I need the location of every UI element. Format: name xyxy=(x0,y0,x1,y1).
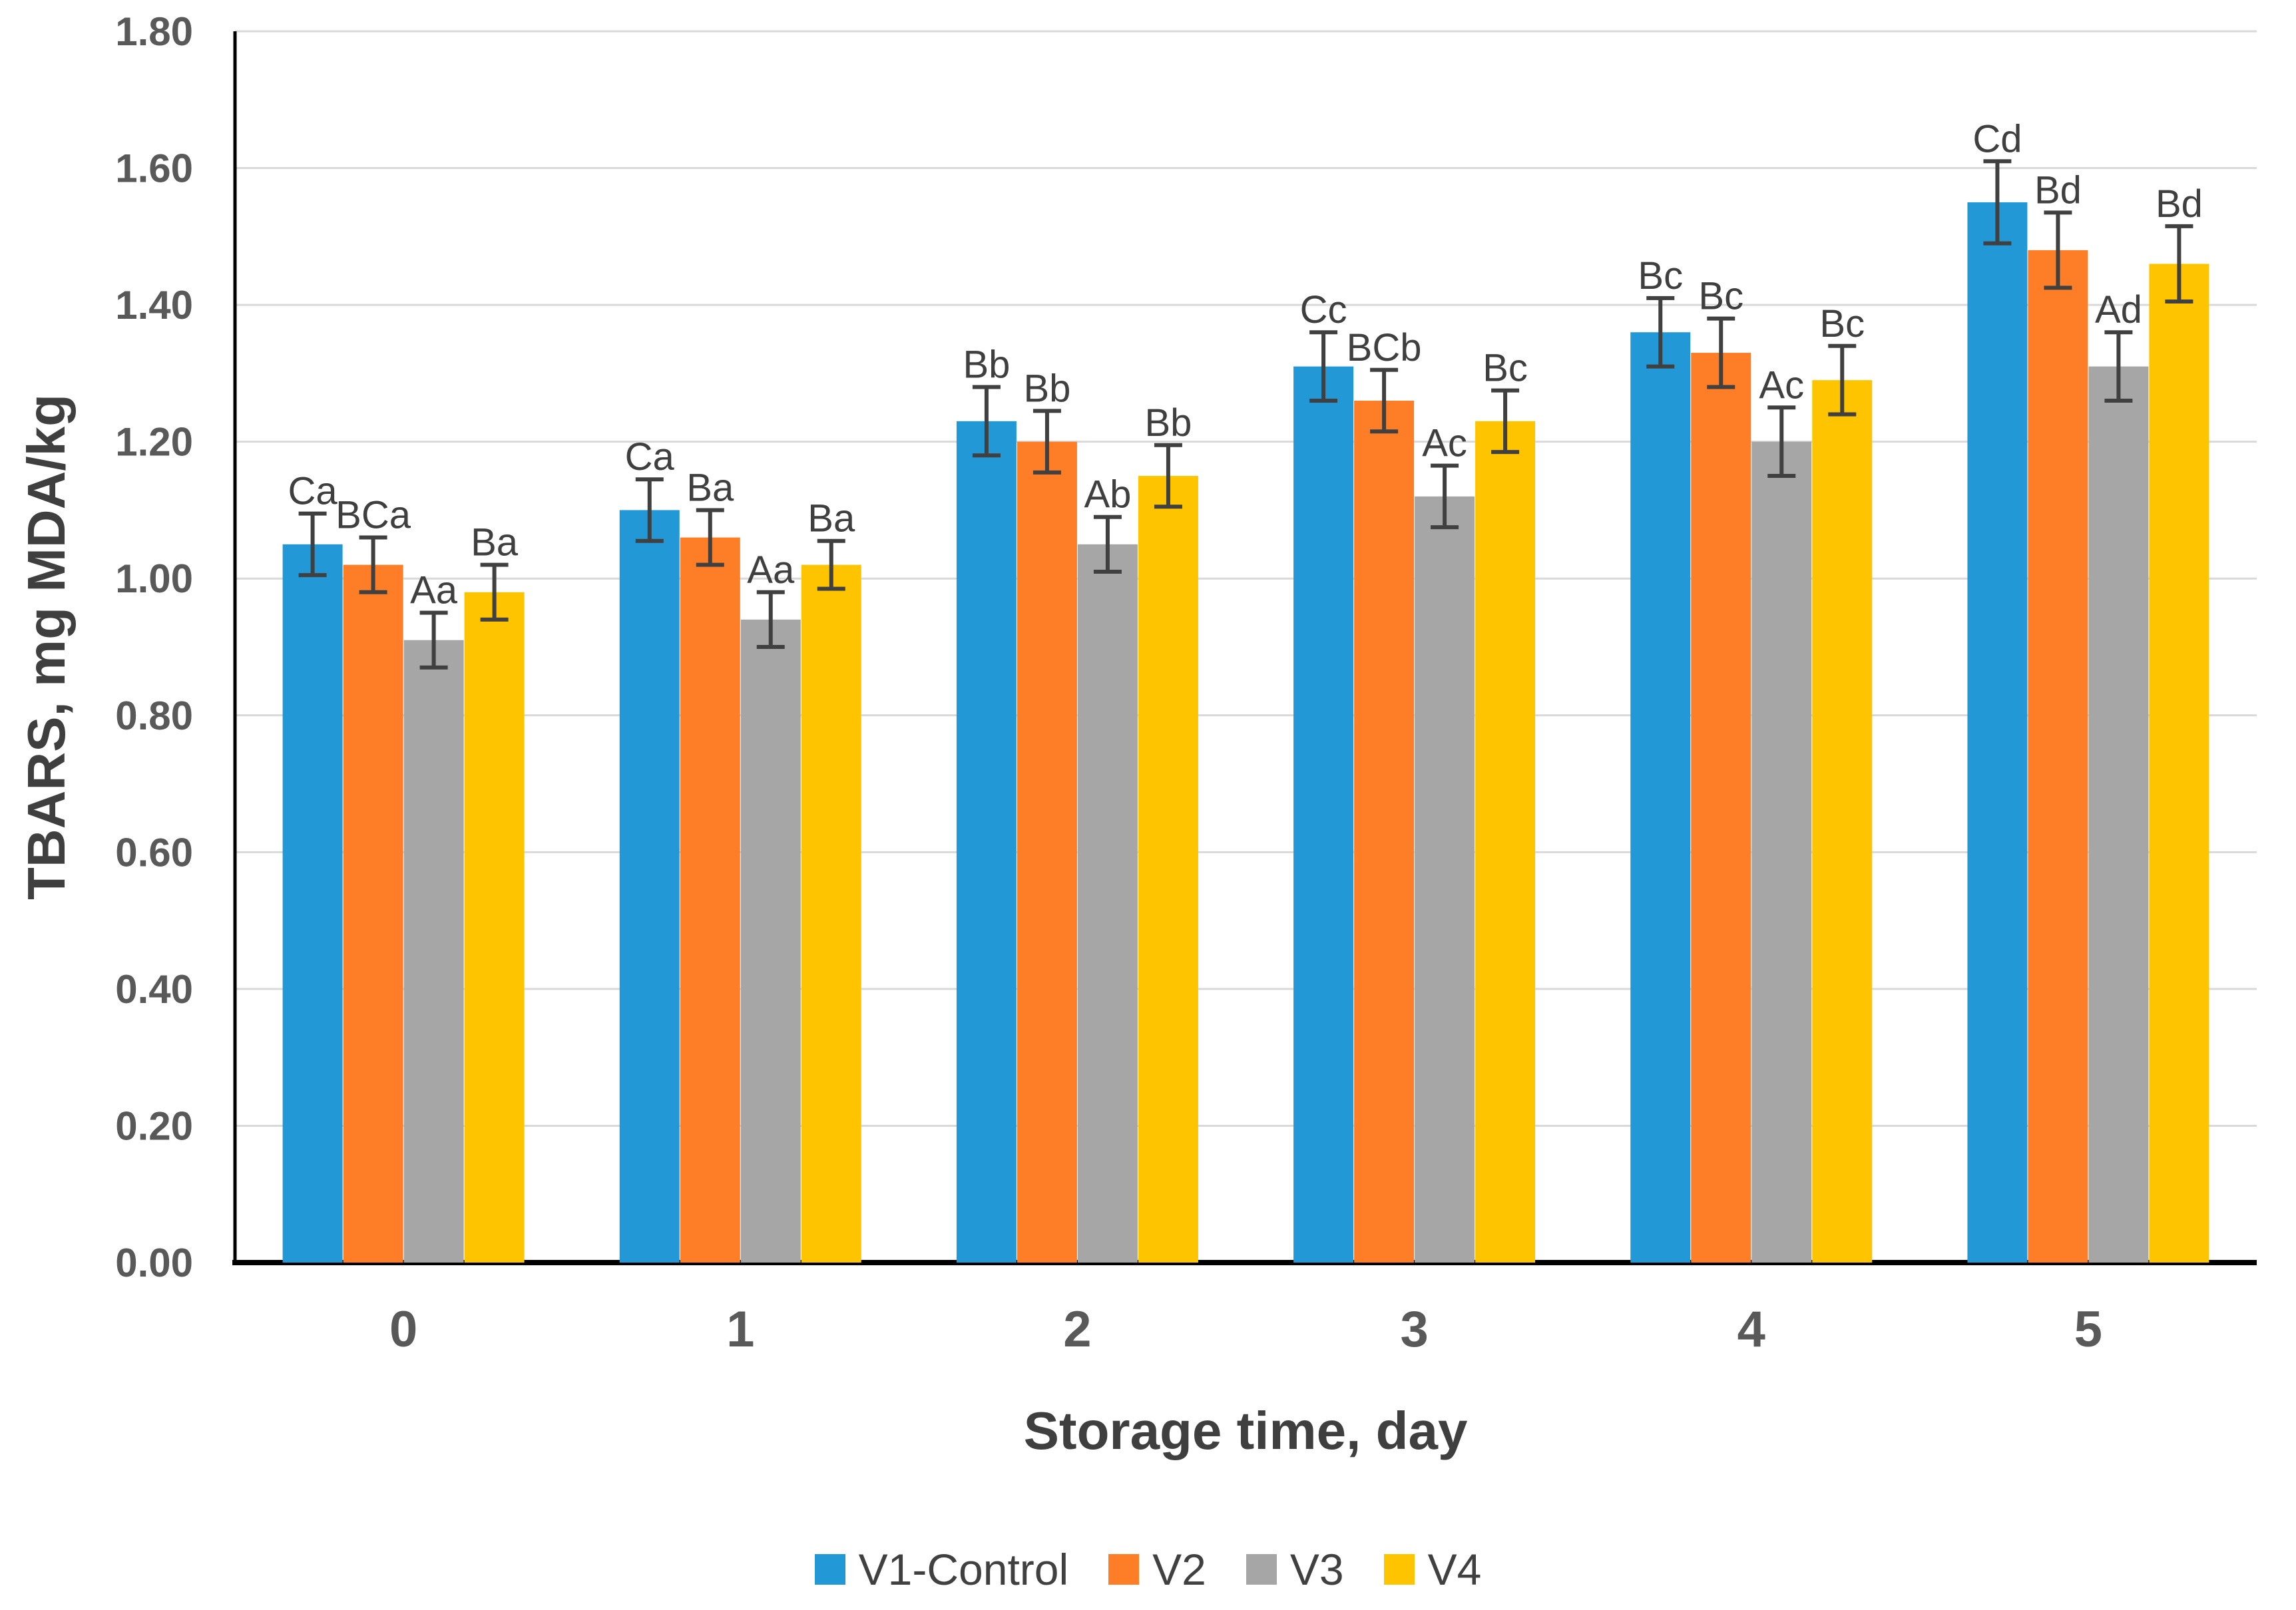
bar-v4-day4 xyxy=(1812,380,1873,1263)
sig-label-v3-day2: Ab xyxy=(1084,473,1131,516)
x-axis-title: Storage time, day xyxy=(1023,1401,1468,1460)
legend-item-v4: V4 xyxy=(1383,1544,1482,1595)
sig-label-v4-day3: Bc xyxy=(1483,347,1528,390)
sig-label-v1-control-day1: Ca xyxy=(625,435,675,479)
legend-label-v2: V2 xyxy=(1152,1544,1206,1594)
legend-swatch-v4 xyxy=(1383,1553,1415,1585)
sig-label-v1-control-day5: Cd xyxy=(1972,117,2022,160)
bar-v3-day2 xyxy=(1077,544,1138,1263)
bar-v4-day5 xyxy=(2149,264,2209,1263)
bar-v3-day4 xyxy=(1751,441,1812,1263)
sig-label-v4-day0: Ba xyxy=(471,521,519,564)
bar-v1-control-day3 xyxy=(1293,366,1354,1263)
y-tick-label-0.80: 0.80 xyxy=(115,694,193,738)
legend-swatch-v3 xyxy=(1246,1553,1277,1585)
legend-item-v2: V2 xyxy=(1108,1544,1206,1595)
legend-swatch-v2 xyxy=(1108,1553,1140,1585)
sig-label-v3-day1: Aa xyxy=(747,548,795,592)
sig-label-v2-day0: BCa xyxy=(336,494,411,537)
bar-v2-day5 xyxy=(2028,250,2088,1263)
sig-label-v3-day3: Ac xyxy=(1422,422,1467,465)
y-tick-label-1.60: 1.60 xyxy=(115,146,193,191)
legend-item-v3: V3 xyxy=(1246,1544,1344,1595)
bar-v2-day0 xyxy=(343,564,403,1263)
sig-label-v1-control-day3: Cc xyxy=(1300,288,1347,331)
bar-v4-day1 xyxy=(801,564,861,1263)
sig-label-v1-control-day2: Bb xyxy=(963,343,1010,386)
bar-v4-day2 xyxy=(1138,476,1198,1263)
legend: V1-Control V2 V3 V4 xyxy=(0,1531,2296,1607)
y-tick-label-0.40: 0.40 xyxy=(115,967,193,1012)
sig-label-v1-control-day4: Bc xyxy=(1638,254,1683,298)
y-axis-title: TBARS, mg MDA/kg xyxy=(17,394,76,900)
sig-label-v4-day1: Ba xyxy=(807,497,855,540)
sig-label-v2-day2: Bb xyxy=(1023,367,1070,410)
x-tick-label-0: 0 xyxy=(389,1301,417,1358)
x-tick-label-4: 4 xyxy=(1737,1301,1765,1358)
bar-v2-day1 xyxy=(680,537,740,1263)
bar-v1-control-day5 xyxy=(1967,202,2028,1263)
bar-v4-day3 xyxy=(1475,421,1536,1263)
sig-label-v4-day4: Bc xyxy=(1819,302,1865,345)
bar-v2-day2 xyxy=(1017,441,1077,1263)
y-tick-label-1.20: 1.20 xyxy=(115,420,193,465)
legend-label-v4: V4 xyxy=(1427,1544,1482,1594)
legend-label-v1-control: V1-Control xyxy=(858,1544,1069,1594)
bar-v3-day1 xyxy=(740,619,801,1263)
y-tick-label-1.40: 1.40 xyxy=(115,283,193,327)
sig-label-v2-day4: Bc xyxy=(1698,275,1743,318)
sig-label-v3-day5: Ad xyxy=(2095,288,2142,331)
bar-v1-control-day0 xyxy=(282,544,343,1263)
y-tick-label-1.80: 1.80 xyxy=(115,9,193,54)
x-tick-label-2: 2 xyxy=(1063,1301,1091,1358)
sig-label-v2-day3: BCb xyxy=(1347,326,1422,369)
bar-v1-control-day2 xyxy=(956,421,1017,1263)
bar-v4-day0 xyxy=(464,592,525,1263)
sig-label-v2-day5: Bd xyxy=(2034,168,2082,212)
y-tick-label-0.60: 0.60 xyxy=(115,830,193,875)
sig-label-v2-day1: Ba xyxy=(686,466,734,509)
bar-v2-day3 xyxy=(1354,401,1415,1263)
bar-v3-day0 xyxy=(403,640,464,1263)
legend-label-v3: V3 xyxy=(1289,1544,1344,1594)
sig-label-v3-day4: Ac xyxy=(1759,363,1804,407)
sig-label-v4-day2: Bb xyxy=(1144,401,1192,445)
legend-swatch-v1-control xyxy=(814,1553,845,1585)
legend-item-v1-control: V1-Control xyxy=(814,1544,1069,1595)
bar-v1-control-day1 xyxy=(619,510,680,1263)
sig-label-v3-day0: Aa xyxy=(410,569,458,612)
bar-v2-day4 xyxy=(1691,353,1751,1263)
bar-v3-day5 xyxy=(2088,366,2149,1263)
bar-v1-control-day4 xyxy=(1630,332,1691,1263)
x-tick-label-1: 1 xyxy=(726,1301,754,1358)
sig-label-v4-day5: Bd xyxy=(2156,182,2203,226)
sig-label-v1-control-day0: Ca xyxy=(288,470,338,513)
x-tick-label-3: 3 xyxy=(1400,1301,1428,1358)
y-tick-label-0.00: 0.00 xyxy=(115,1241,193,1285)
y-tick-label-0.20: 0.20 xyxy=(115,1104,193,1148)
x-tick-label-5: 5 xyxy=(2074,1301,2102,1358)
y-tick-label-1.00: 1.00 xyxy=(115,556,193,601)
bar-v3-day3 xyxy=(1415,496,1475,1263)
